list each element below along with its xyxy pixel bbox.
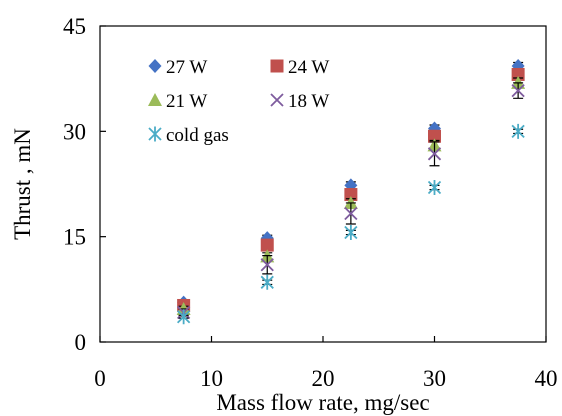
x-tick-label: 10 <box>200 366 223 391</box>
y-tick-label: 0 <box>75 330 87 355</box>
x-tick-label: 0 <box>94 366 106 391</box>
series-27-w <box>177 59 525 310</box>
series-24-w <box>177 67 525 312</box>
legend-label: cold gas <box>166 125 229 146</box>
legend-label: 24 W <box>288 57 329 78</box>
data-point-24-w <box>260 238 274 252</box>
data-point-18-w <box>427 147 442 161</box>
y-tick-label: 15 <box>63 225 86 250</box>
legend: 27 W 24 W 21 W 18 W cold gas <box>148 57 329 146</box>
legend-label: 27 W <box>166 57 207 78</box>
data-point-24-w <box>344 188 358 202</box>
data-point-18-w <box>260 258 274 272</box>
legend-marker <box>148 126 162 142</box>
legend-marker <box>148 93 162 106</box>
legend-label: 21 W <box>166 91 207 112</box>
series-18-w <box>176 82 525 320</box>
axis-ticks: 0 15 30 45 0 10 20 30 40 <box>63 14 558 391</box>
x-tick-label: 40 <box>535 366 558 391</box>
legend-item-21-w: 21 W <box>148 91 207 112</box>
y-tick-label: 45 <box>63 14 86 39</box>
data-point-18-w <box>344 206 358 221</box>
x-tick-label: 20 <box>312 366 335 391</box>
series-layer <box>176 59 526 325</box>
legend-label: 18 W <box>288 91 329 112</box>
legend-item-27-w: 27 W <box>148 57 207 78</box>
data-point-cold-gas <box>511 123 525 139</box>
data-point-cold-gas <box>427 180 442 196</box>
data-point-cold-gas <box>344 224 358 240</box>
legend-marker <box>270 59 284 73</box>
data-point-cold-gas <box>260 274 274 290</box>
data-point-18-w <box>511 83 525 98</box>
x-axis-label: Mass flow rate, mg/sec <box>216 390 429 415</box>
data-point-cold-gas <box>176 309 191 325</box>
y-axis-label: Thrust , mN <box>10 128 35 240</box>
data-point-24-w <box>428 129 441 143</box>
legend-marker <box>270 93 284 107</box>
series-cold-gas <box>176 123 525 325</box>
x-tick-label: 30 <box>423 366 446 391</box>
legend-item-18-w: 18 W <box>270 91 329 112</box>
legend-marker <box>148 59 162 73</box>
y-tick-label: 30 <box>63 119 86 144</box>
legend-item-24-w: 24 W <box>270 57 329 78</box>
legend-item-cold-gas: cold gas <box>148 125 229 146</box>
